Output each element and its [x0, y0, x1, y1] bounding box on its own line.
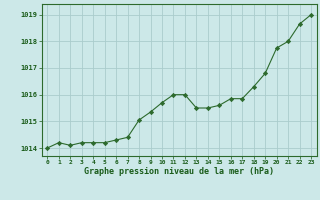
- X-axis label: Graphe pression niveau de la mer (hPa): Graphe pression niveau de la mer (hPa): [84, 167, 274, 176]
